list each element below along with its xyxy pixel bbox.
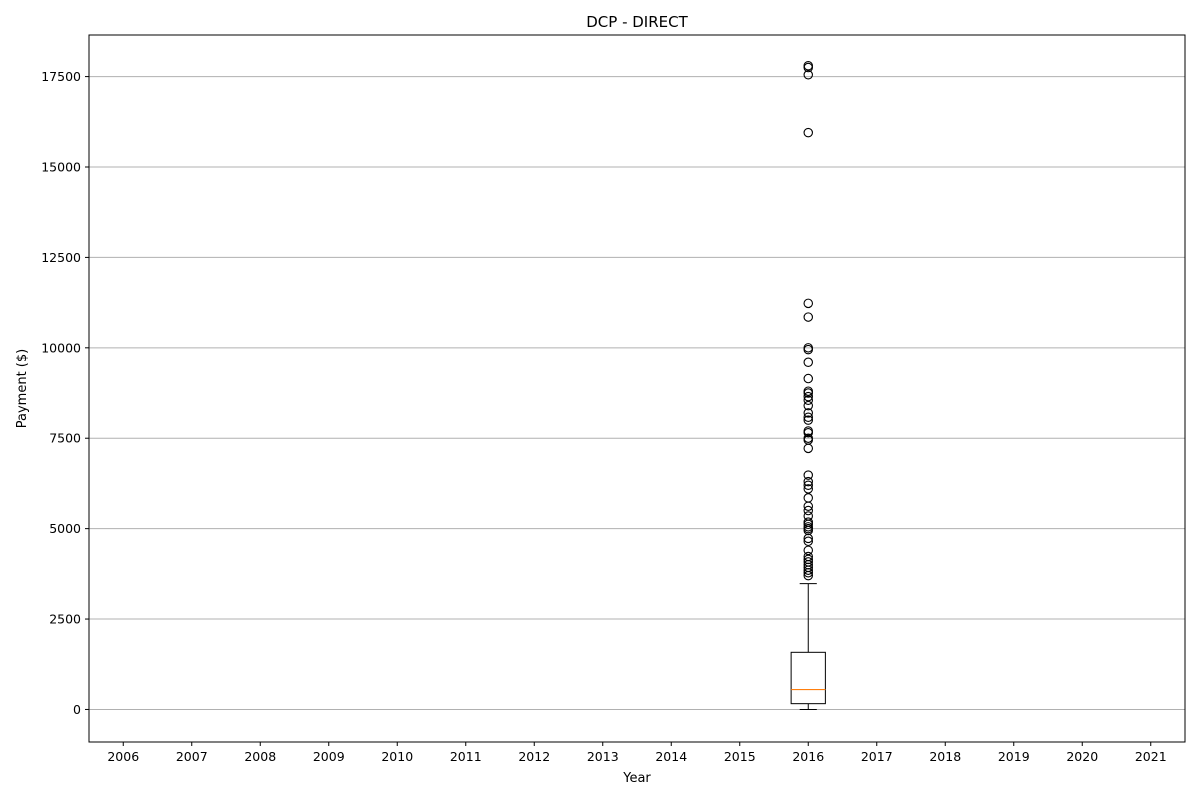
- outlier-point: [803, 480, 813, 490]
- outlier-point: [803, 470, 813, 480]
- x-tick-label: 2008: [244, 749, 276, 764]
- x-tick-label: 2007: [176, 749, 208, 764]
- outlier-point: [803, 343, 813, 353]
- y-axis-label: Payment ($): [15, 349, 30, 428]
- outlier-point: [803, 443, 813, 454]
- outlier-point: [803, 433, 813, 443]
- x-tick-label: 2015: [724, 749, 756, 764]
- outlier-point: [803, 408, 813, 418]
- y-tick-label: 15000: [41, 159, 81, 174]
- outlier-point: [803, 357, 813, 368]
- grid-lines: [89, 76, 1185, 710]
- outlier-point: [803, 415, 813, 425]
- outlier-point: [803, 554, 813, 565]
- outlier-point: [803, 391, 813, 402]
- outlier-point: [803, 395, 813, 406]
- outlier-point: [803, 522, 813, 532]
- x-axis-label: Year: [622, 771, 651, 786]
- outlier-point: [803, 386, 813, 396]
- outlier-point: [803, 298, 813, 309]
- outlier-point: [803, 536, 813, 547]
- x-tick-label: 2009: [313, 749, 345, 764]
- y-tick-label: 12500: [41, 250, 81, 265]
- x-tick-label: 2012: [518, 749, 550, 764]
- outlier-point: [803, 551, 813, 562]
- outlier-point: [803, 426, 813, 436]
- y-tick-label: 5000: [49, 521, 81, 536]
- outlier-point: [803, 476, 813, 487]
- y-tick-label: 10000: [41, 340, 81, 355]
- x-tick-label: 2011: [450, 749, 482, 764]
- iqr-box: [790, 651, 826, 705]
- x-tick-label: 2019: [998, 749, 1030, 764]
- outlier-point: [803, 312, 813, 322]
- outlier-point: [803, 511, 813, 521]
- x-tick-label: 2014: [655, 749, 687, 764]
- outlier-point: [803, 493, 813, 503]
- outlier-point: [803, 484, 813, 494]
- y-tick-label: 2500: [49, 612, 81, 627]
- x-tick-label: 2010: [381, 749, 413, 764]
- plot-frame: [88, 34, 1186, 743]
- box-2016: [790, 60, 826, 710]
- outlier-point: [803, 373, 813, 384]
- outlier-point: [803, 400, 813, 411]
- outlier-point: [803, 557, 813, 567]
- chart-title: DCP - DIRECT: [586, 13, 688, 31]
- outlier-point: [803, 412, 813, 423]
- x-tick-label: 2013: [587, 749, 619, 764]
- x-tick-label: 2020: [1066, 749, 1098, 764]
- x-tick-label: 2021: [1135, 749, 1167, 764]
- outlier-point: [803, 60, 813, 71]
- y-tick-label: 17500: [41, 69, 81, 84]
- x-tick-label: 2006: [107, 749, 139, 764]
- outlier-point: [803, 127, 813, 138]
- y-tick-label: 0: [73, 702, 81, 717]
- outlier-point: [803, 505, 813, 516]
- x-tick-label: 2017: [861, 749, 893, 764]
- y-axis: 0 2500 5000 7500 10000 12500 15000 17500: [41, 69, 89, 717]
- x-tick-label: 2016: [792, 749, 824, 764]
- x-axis: 2006 2007 2008 2009 2010 2011 2012 2013 2014 2015…: [107, 742, 1167, 764]
- y-tick-label: 7500: [49, 431, 81, 446]
- outlier-point: [803, 70, 813, 80]
- box-plots: [790, 60, 826, 710]
- x-tick-label: 2018: [929, 749, 961, 764]
- outlier-point: [803, 545, 813, 556]
- outlier-point: [803, 517, 813, 527]
